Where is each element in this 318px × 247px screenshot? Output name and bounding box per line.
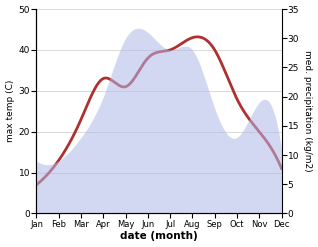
Y-axis label: med. precipitation (kg/m2): med. precipitation (kg/m2) (303, 50, 313, 172)
X-axis label: date (month): date (month) (120, 231, 198, 242)
Y-axis label: max temp (C): max temp (C) (5, 80, 15, 143)
